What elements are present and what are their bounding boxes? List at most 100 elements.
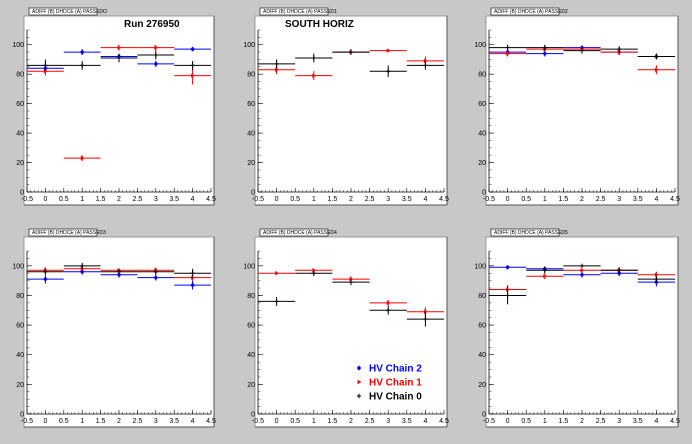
y-tick-label: 100 [474,263,486,270]
pad-title: ADIFF (B) DHDCE (A) PASSEDO [32,9,107,15]
data-point [190,63,195,68]
data-point [312,73,317,78]
data-point [423,316,428,322]
data-point [386,48,391,53]
pad-6[interactable]: ADIFF (B) DHDCE (A) PASSED5 -0.5 0 0.5 1 1.5 2… [466,225,688,440]
data-point [386,308,391,313]
pad-title-box: ADIFF (B) DHDCE (A) PASSED2 [490,7,568,16]
x-tick-label: -0.5 [483,196,495,203]
y-tick-label: 100 [474,42,486,49]
data-point [191,275,195,280]
y-tick-label: 60 [478,101,486,108]
y-tick-label: 80 [247,293,255,300]
x-tick-label: 3 [617,196,621,203]
y-tick-label: 20 [16,160,24,167]
y-tick-label: 40 [478,352,486,359]
x-tick-label: 2.5 [365,196,375,203]
data-point [579,272,585,278]
data-point [311,55,316,61]
y-tick-label: 0 [20,412,24,419]
pad-title: ADIFF (B) DHDCE (A) PASSED1 [263,9,337,15]
x-tick-label: 2.5 [365,418,375,425]
y-tick-label: 0 [20,190,24,197]
legend-marker [357,379,362,385]
x-tick-label: -0.5 [21,418,33,425]
series-2 [27,50,211,72]
data-point [311,271,316,276]
pad-annotation: Run 276950 [124,19,180,30]
x-tick-label: 0 [275,418,279,425]
y-tick-label: 80 [16,293,24,300]
data-point [348,49,354,55]
pad-frame [254,236,448,428]
x-tick-label: -0.5 [252,418,264,425]
data-point [80,155,85,161]
x-tick-label: 4.5 [670,418,680,425]
x-tick-label: 4.5 [206,418,216,425]
legend-marker [356,393,362,399]
x-tick-label: 4.5 [439,196,449,203]
x-tick-label: 3.5 [169,418,179,425]
x-tick-label: 1 [312,418,316,425]
plot-5: ADIFF (B) DHDCE (A) PASSED4-0.5 0 0.5 1 1.5 2… [243,228,449,428]
data-point [386,300,391,306]
pad-2[interactable]: ADIFF (B) DHDCE (A) PASSED1 -0.5 0 0.5 1 1.5 2… [235,4,457,218]
y-tick-label: 0 [482,190,486,197]
data-point [190,271,195,276]
pad-title-box: ADIFF (B) DHDCE (A) PASSED4 [259,228,337,237]
x-tick-label: 1 [543,196,547,203]
data-point [542,45,547,50]
x-tick-label: -0.5 [252,196,264,203]
x-tick-label: 2.5 [133,196,143,203]
series-2 [489,44,675,60]
x-tick-label: 3.5 [402,418,412,425]
pad-4[interactable]: ADIFF (B) DHDCE (A) PASSED3 -0.5 0 0.5 1 1.5 2… [4,225,224,440]
data-point [505,45,510,50]
series-2 [258,270,444,327]
pad-1[interactable]: ADIFF (B) DHDCE (A) PASSEDO -0.5 0 0.5 1 1.5 2… [4,4,224,218]
legend-label: HV Chain 0 [369,392,422,403]
pad-frame [485,15,679,206]
y-tick-label: 40 [478,131,486,138]
data-point [153,269,158,274]
x-tick-label: 3.5 [633,196,643,203]
data-point [80,49,85,55]
data-point [423,309,428,314]
x-tick-label: 4 [423,418,427,425]
pad-3[interactable]: ADIFF (B) DHDCE (A) PASSED2 -0.5 0 0.5 1 1.5 2… [466,4,688,218]
x-tick-label: 3 [617,418,621,425]
x-tick-label: 3 [154,196,158,203]
data-point [80,269,85,275]
data-point [617,46,622,52]
y-tick-label: 40 [16,131,24,138]
data-point [43,269,48,274]
series-2 [27,262,211,278]
data-point [153,61,158,67]
x-tick-label: 1.5 [328,418,338,425]
legend: HV Chain 2 HV Chain 1 HV Chain 0 [356,364,422,403]
x-tick-label: 1.5 [96,196,106,203]
data-point [153,275,158,281]
pad-5[interactable]: ADIFF (B) DHDCE (A) PASSED4 -0.5 0 0.5 1 1.5 2… [235,225,457,440]
y-tick-label: 80 [478,72,486,79]
x-tick-label: 4.5 [439,418,449,425]
x-tick-label: 2 [580,418,584,425]
y-tick-label: 60 [247,101,255,108]
y-tick-label: 80 [478,293,486,300]
data-point [190,46,195,52]
x-tick-label: 0.5 [290,418,300,425]
y-tick-label: 40 [247,352,255,359]
x-tick-label: 2 [580,196,584,203]
pad-title: ADIFF (B) DHDCE (A) PASSED5 [494,230,568,236]
x-tick-label: 0.5 [521,196,531,203]
y-tick-label: 100 [12,42,24,49]
x-tick-label: 1.5 [559,418,569,425]
data-point [423,63,428,68]
y-tick-label: 0 [251,412,255,419]
series-2 [489,263,675,305]
y-tick-label: 0 [482,412,486,419]
x-tick-label: 1.5 [559,196,569,203]
data-point [312,268,317,273]
y-tick-label: 0 [251,190,255,197]
data-point [543,273,548,279]
